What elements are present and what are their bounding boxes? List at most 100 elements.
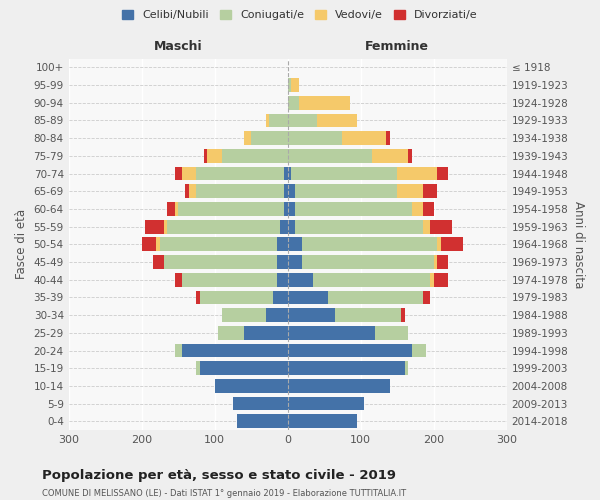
- Bar: [287, 396, 364, 410]
- Bar: [287, 202, 423, 216]
- Bar: [287, 202, 412, 216]
- Bar: [222, 308, 287, 322]
- Bar: [287, 308, 401, 322]
- Bar: [236, 414, 287, 428]
- Bar: [222, 308, 287, 322]
- Bar: [287, 255, 437, 269]
- Bar: [287, 326, 376, 340]
- Bar: [215, 379, 287, 393]
- Y-axis label: Fasce di età: Fasce di età: [15, 210, 28, 280]
- Bar: [287, 344, 427, 357]
- Bar: [287, 362, 404, 375]
- Bar: [185, 184, 287, 198]
- Bar: [284, 184, 287, 198]
- Bar: [175, 344, 287, 357]
- Bar: [196, 362, 287, 375]
- Bar: [287, 290, 430, 304]
- Bar: [287, 308, 401, 322]
- Bar: [196, 290, 287, 304]
- Bar: [200, 362, 287, 375]
- Bar: [287, 220, 452, 234]
- Bar: [287, 166, 397, 180]
- Bar: [266, 308, 287, 322]
- Bar: [287, 379, 390, 393]
- Bar: [287, 78, 299, 92]
- Bar: [287, 78, 299, 92]
- Bar: [280, 220, 287, 234]
- Bar: [251, 131, 287, 145]
- Bar: [287, 184, 397, 198]
- Bar: [175, 344, 287, 357]
- Bar: [287, 396, 364, 410]
- Bar: [287, 114, 357, 128]
- Bar: [287, 379, 390, 393]
- Bar: [277, 273, 287, 286]
- Bar: [287, 149, 371, 162]
- Bar: [287, 220, 295, 234]
- Bar: [287, 362, 408, 375]
- Bar: [178, 202, 287, 216]
- Bar: [196, 166, 287, 180]
- Bar: [287, 326, 408, 340]
- Bar: [287, 131, 386, 145]
- Bar: [287, 96, 350, 110]
- Bar: [164, 255, 287, 269]
- Bar: [287, 166, 292, 180]
- Text: Maschi: Maschi: [154, 40, 202, 53]
- Bar: [287, 184, 437, 198]
- Bar: [287, 238, 437, 251]
- Bar: [200, 290, 287, 304]
- Bar: [287, 344, 412, 357]
- Bar: [189, 184, 287, 198]
- Bar: [287, 290, 328, 304]
- Bar: [236, 414, 287, 428]
- Bar: [236, 414, 287, 428]
- Bar: [287, 273, 448, 286]
- Bar: [287, 166, 448, 180]
- Bar: [196, 362, 287, 375]
- Bar: [222, 308, 287, 322]
- Bar: [266, 114, 287, 128]
- Bar: [287, 344, 427, 357]
- Bar: [164, 220, 287, 234]
- Bar: [287, 255, 434, 269]
- Bar: [233, 396, 287, 410]
- Bar: [156, 238, 287, 251]
- Bar: [164, 255, 287, 269]
- Legend: Celibi/Nubili, Coniugati/e, Vedovi/e, Divorziati/e: Celibi/Nubili, Coniugati/e, Vedovi/e, Di…: [118, 6, 482, 25]
- Bar: [269, 114, 287, 128]
- Bar: [287, 308, 404, 322]
- Bar: [233, 396, 287, 410]
- Bar: [287, 344, 427, 357]
- Bar: [215, 379, 287, 393]
- Bar: [287, 131, 343, 145]
- Bar: [182, 166, 287, 180]
- Text: Popolazione per età, sesso e stato civile - 2019: Popolazione per età, sesso e stato civil…: [42, 470, 396, 482]
- Bar: [182, 344, 287, 357]
- Bar: [160, 238, 287, 251]
- Bar: [284, 202, 287, 216]
- Bar: [218, 326, 287, 340]
- Bar: [287, 202, 434, 216]
- Bar: [287, 131, 390, 145]
- Bar: [200, 290, 287, 304]
- Bar: [215, 379, 287, 393]
- Bar: [208, 149, 287, 162]
- Bar: [287, 184, 423, 198]
- Bar: [287, 114, 357, 128]
- Bar: [287, 290, 423, 304]
- Bar: [287, 220, 423, 234]
- Bar: [287, 414, 357, 428]
- Text: Femmine: Femmine: [365, 40, 429, 53]
- Bar: [218, 326, 287, 340]
- Bar: [196, 184, 287, 198]
- Bar: [287, 238, 302, 251]
- Bar: [287, 220, 430, 234]
- Bar: [218, 326, 287, 340]
- Bar: [287, 114, 317, 128]
- Bar: [215, 379, 287, 393]
- Bar: [287, 184, 295, 198]
- Bar: [287, 414, 357, 428]
- Bar: [277, 238, 287, 251]
- Bar: [182, 273, 287, 286]
